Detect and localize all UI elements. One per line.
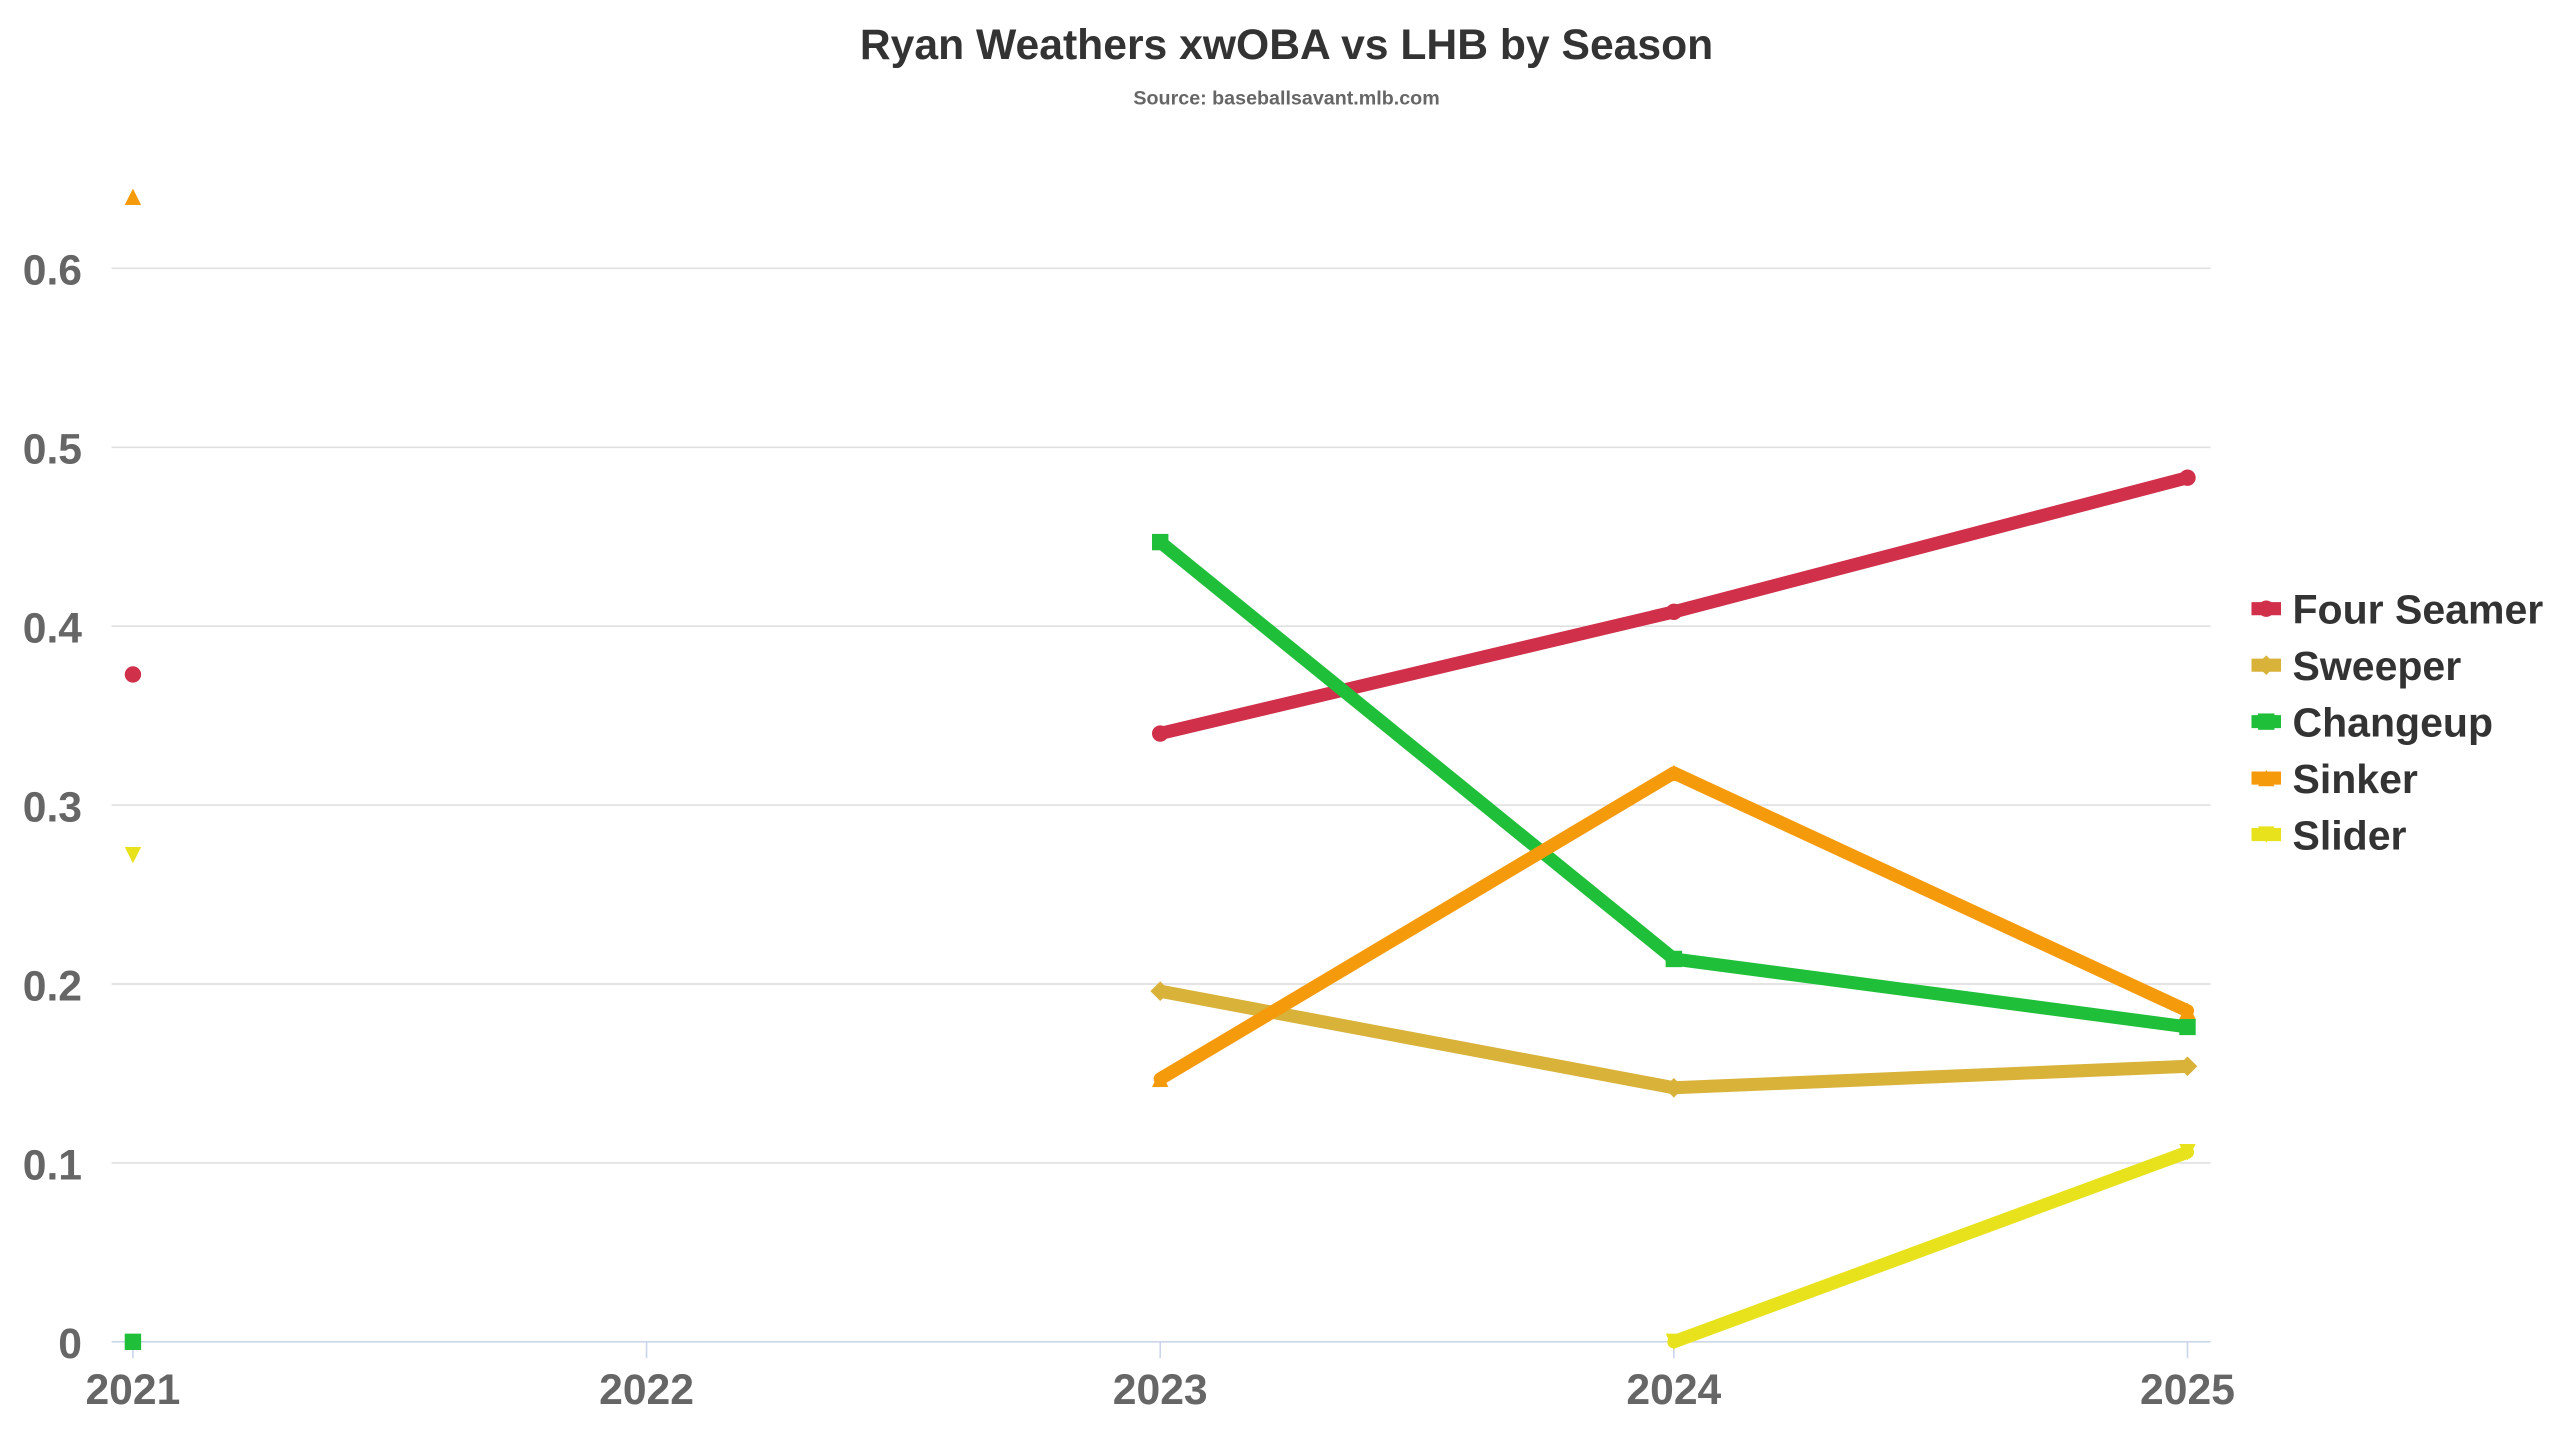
legend-label: Four Seamer: [2293, 587, 2544, 633]
data-point: [2179, 469, 2196, 486]
x-tick-label: 2024: [1626, 1366, 1721, 1414]
series-slider: [124, 847, 2196, 1350]
legend-marker: [2258, 826, 2275, 843]
data-point: [2177, 1056, 2198, 1077]
y-tick-label: 0.2: [23, 962, 82, 1010]
x-tick-label: 2025: [2140, 1366, 2235, 1414]
y-tick-label: 0.3: [23, 784, 82, 832]
data-point: [124, 847, 142, 864]
x-tick-label: 2023: [1113, 1366, 1208, 1414]
data-point: [1665, 950, 1683, 968]
y-tick-label: 0.1: [23, 1141, 82, 1189]
series-line: [1667, 1145, 2195, 1349]
legend-item[interactable]: Slider: [2251, 812, 2407, 858]
data-point: [1152, 1070, 1169, 1088]
chart-subtitle: Source: baseballsavant.mlb.com: [1133, 88, 1439, 110]
x-tick-label: 2021: [85, 1366, 180, 1414]
data-point: [1152, 725, 1169, 742]
data-point: [2179, 1018, 2196, 1036]
y-tick-label: 0: [58, 1320, 82, 1368]
data-point: [1665, 1333, 1683, 1350]
y-tick-label: 0.5: [23, 426, 82, 474]
legend-item[interactable]: Sweeper: [2251, 643, 2461, 689]
y-tick-label: 0.4: [23, 605, 83, 653]
data-point: [1665, 764, 1683, 782]
series-sinker: [124, 188, 2196, 1088]
legend-marker: [2256, 655, 2277, 675]
legend-marker: [2258, 713, 2275, 730]
data-point: [124, 188, 142, 205]
legend-item[interactable]: Changeup: [2251, 699, 2493, 745]
data-point: [2179, 1143, 2196, 1161]
data-point: [2179, 1002, 2196, 1020]
data-point: [1150, 981, 1171, 1001]
series-four-seamer: [124, 469, 2196, 742]
series-changeup: [124, 533, 2196, 1350]
data-point: [1665, 603, 1683, 621]
chart-title: Ryan Weathers xwOBA vs LHB by Season: [860, 21, 1713, 69]
series-sweeper: [1150, 981, 2198, 1098]
legend-label: Slider: [2293, 812, 2407, 858]
legend-label: Sinker: [2293, 756, 2418, 802]
y-tick-label: 0.6: [23, 247, 82, 295]
data-point: [1152, 533, 1169, 551]
data-point: [124, 1333, 142, 1350]
legend-marker: [2258, 769, 2275, 787]
legend-item[interactable]: Sinker: [2251, 756, 2418, 802]
legend-marker: [2258, 600, 2275, 617]
legend-label: Changeup: [2293, 699, 2494, 745]
legend-item[interactable]: Four Seamer: [2251, 587, 2543, 633]
series-line: [1153, 766, 2195, 1086]
data-point: [124, 666, 142, 683]
legend-label: Sweeper: [2293, 643, 2462, 689]
x-tick-label: 2022: [599, 1366, 694, 1414]
